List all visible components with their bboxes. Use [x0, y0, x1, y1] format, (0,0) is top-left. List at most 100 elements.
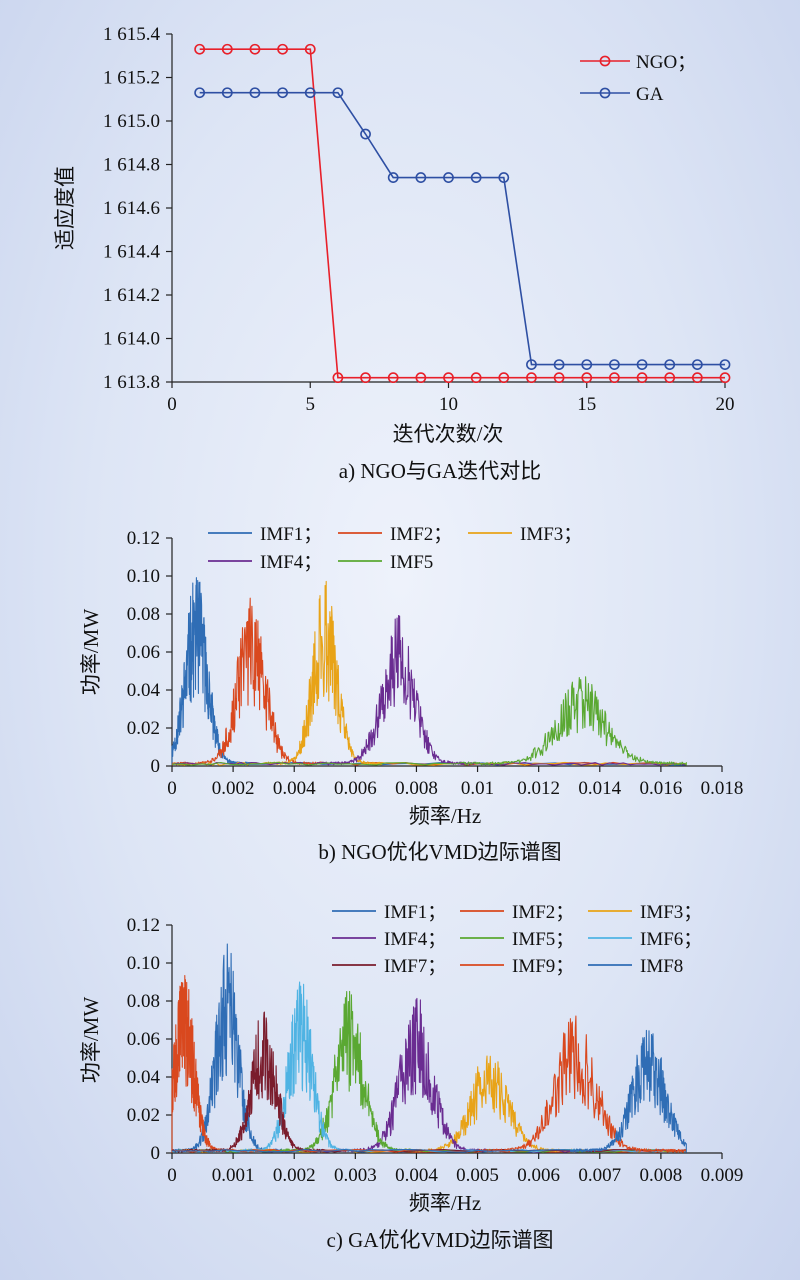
chart-a-point	[526, 372, 537, 384]
chart-a-y-ticks: 1 613.8 1 614.0 1 614.2 1 614.4 1 614.6 1 614…	[103, 24, 172, 393]
chart-a-point	[553, 372, 565, 384]
chart-a-point	[470, 372, 482, 384]
chart-a-point	[664, 359, 676, 370]
chart-c-y-tick-label: 0.12	[127, 915, 160, 936]
chart-b-y-tick-label: 0.10	[127, 566, 160, 587]
chart-a-point	[415, 172, 427, 183]
chart-b-legend-label: IMF4；	[260, 552, 322, 573]
chart-c-legend-label: IMF3；	[640, 902, 702, 923]
chart-c-x-tick-label: 0.007	[578, 1165, 621, 1186]
chart-a-point	[719, 359, 731, 370]
chart-b-series	[171, 577, 687, 766]
chart-c-series	[171, 943, 687, 1153]
chart-a-y-tick-label: 1 615.4	[103, 24, 161, 45]
chart-b-y-tick-label: 0.08	[127, 604, 160, 625]
chart-a-iteration-comparison: 1 613.8 1 614.0 1 614.2 1 614.4 1 614.6 1 614…	[53, 24, 735, 483]
chart-a-point	[249, 43, 261, 55]
chart-a-y-tick-label: 1 613.8	[103, 372, 160, 393]
chart-c-x-tick-label: 0.005	[456, 1165, 499, 1186]
chart-a-point	[691, 359, 703, 370]
chart-c-caption: c) GA优化VMD边际谱图	[327, 1228, 554, 1252]
chart-a-point	[304, 87, 316, 99]
chart-a-point	[277, 87, 288, 99]
chart-c-x-tick-label: 0.001	[212, 1165, 255, 1186]
chart-a-legend-label: NGO；	[636, 52, 696, 73]
chart-a-x-tick-label: 5	[306, 394, 316, 415]
chart-b-x-tick-label: 0.004	[273, 778, 316, 799]
chart-c-x-ticks: 0 0.001 0.002 0.003 0.004 0.005 0.006 0.007 0.00…	[167, 1153, 743, 1186]
chart-b-y-tick-label: 0.02	[127, 718, 160, 739]
chart-a-point	[304, 43, 316, 55]
chart-c-y-tick-label: 0.10	[127, 953, 160, 974]
chart-a-point	[498, 372, 510, 384]
chart-c-y-tick-label: 0.04	[127, 1067, 161, 1088]
chart-b-x-tick-label: 0.008	[395, 778, 438, 799]
chart-b-x-tick-label: 0.016	[640, 778, 683, 799]
chart-b-legend-label: IMF3；	[520, 524, 582, 545]
chart-c-series-line-8	[171, 1015, 687, 1153]
chart-c-x-tick-label: 0	[167, 1165, 177, 1186]
chart-a-point	[194, 87, 206, 99]
chart-c-x-tick-label: 0.009	[701, 1165, 744, 1186]
chart-a-legend-marker	[599, 87, 611, 99]
chart-a-point	[691, 372, 703, 384]
chart-a-point	[332, 87, 344, 99]
chart-b-x-ticks: 0 0.002 0.004 0.006 0.008 0.01 0.012 0.014 0.016…	[167, 766, 743, 799]
chart-a-x-tick-label: 10	[439, 394, 458, 415]
chart-c-legend-label: IMF2；	[512, 902, 574, 923]
chart-c-y-label: 功率/MW	[79, 997, 103, 1084]
chart-c-legend-label: IMF1；	[384, 902, 446, 923]
chart-b-x-label: 频率/Hz	[409, 804, 481, 828]
chart-a-point	[415, 372, 427, 384]
chart-c-x-tick-label: 0.008	[640, 1165, 683, 1186]
chart-a-legend: NGO； GA	[580, 52, 696, 105]
chart-a-point	[470, 172, 482, 183]
chart-c-x-tick-label: 0.006	[517, 1165, 560, 1186]
chart-c-x-tick-label: 0.004	[395, 1165, 438, 1186]
chart-b-y-tick-label: 0.06	[127, 642, 160, 663]
chart-c-legend-label: IMF7；	[384, 956, 446, 977]
chart-a-y-tick-label: 1 614.0	[103, 329, 160, 350]
chart-b-series-line-1	[171, 577, 687, 766]
chart-a-point	[221, 43, 233, 55]
chart-c-y-ticks: 0 0.02 0.04 0.06 0.08 0.10 0.12	[127, 915, 172, 1164]
chart-a-point	[526, 359, 537, 370]
chart-c-ga-marginal-spectrum: 0 0.02 0.04 0.06 0.08 0.10 0.12 0 0.001 0.002 0.0…	[79, 902, 743, 1252]
chart-a-point	[443, 172, 454, 183]
chart-c-series-line-9	[171, 1029, 687, 1153]
chart-a-y-tick-label: 1 614.8	[103, 155, 160, 176]
chart-c-x-tick-label: 0.002	[273, 1165, 316, 1186]
chart-b-legend-label: IMF5	[390, 552, 433, 573]
chart-a-legend-label: GA	[636, 84, 664, 105]
chart-a-point	[636, 372, 648, 384]
chart-a-point	[360, 372, 371, 384]
chart-a-point	[581, 359, 593, 370]
chart-c-y-tick-label: 0.08	[127, 991, 160, 1012]
chart-a-y-tick-label: 1 614.4	[103, 242, 161, 263]
chart-b-x-tick-label: 0.014	[578, 778, 621, 799]
chart-b-legend-label: IMF1；	[260, 524, 322, 545]
chart-a-x-tick-label: 20	[716, 394, 735, 415]
chart-c-y-tick-label: 0.06	[127, 1029, 160, 1050]
chart-a-series-line-2	[199, 91, 725, 366]
chart-c-y-tick-label: 0.02	[127, 1105, 160, 1126]
chart-b-x-tick-label: 0.002	[212, 778, 255, 799]
chart-c-legend-label: IMF5；	[512, 929, 574, 950]
chart-a-y-tick-label: 1 615.2	[103, 68, 160, 89]
chart-a-x-label: 迭代次数/次	[393, 422, 504, 446]
chart-b-x-tick-label: 0	[167, 778, 177, 799]
chart-a-point	[498, 172, 510, 183]
chart-c-legend-label: IMF8	[640, 956, 683, 977]
chart-a-y-tick-label: 1 614.2	[103, 285, 160, 306]
chart-c-legend-label: IMF9；	[512, 956, 574, 977]
chart-b-caption: b) NGO优化VMD边际谱图	[318, 840, 561, 864]
chart-b-y-ticks: 0 0.02 0.04 0.06 0.08 0.10 0.12	[127, 528, 172, 777]
chart-c-y-tick-label: 0	[151, 1143, 161, 1164]
chart-b-series-line-2	[171, 597, 687, 766]
chart-a-legend-marker	[599, 55, 611, 67]
chart-a-x-ticks: 0 5 10 15 20	[167, 382, 735, 415]
chart-a-point	[609, 359, 620, 370]
chart-a-point	[249, 87, 261, 99]
chart-c-x-label: 频率/Hz	[409, 1191, 481, 1215]
chart-a-x-tick-label: 15	[577, 394, 596, 415]
